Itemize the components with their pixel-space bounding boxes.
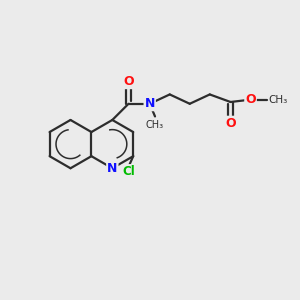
Text: O: O: [225, 117, 236, 130]
Text: Cl: Cl: [122, 165, 135, 178]
Text: N: N: [145, 97, 155, 110]
Text: O: O: [123, 75, 134, 88]
Text: O: O: [245, 93, 256, 106]
Text: CH₃: CH₃: [146, 120, 164, 130]
Text: CH₃: CH₃: [268, 94, 287, 105]
Text: N: N: [107, 162, 118, 175]
